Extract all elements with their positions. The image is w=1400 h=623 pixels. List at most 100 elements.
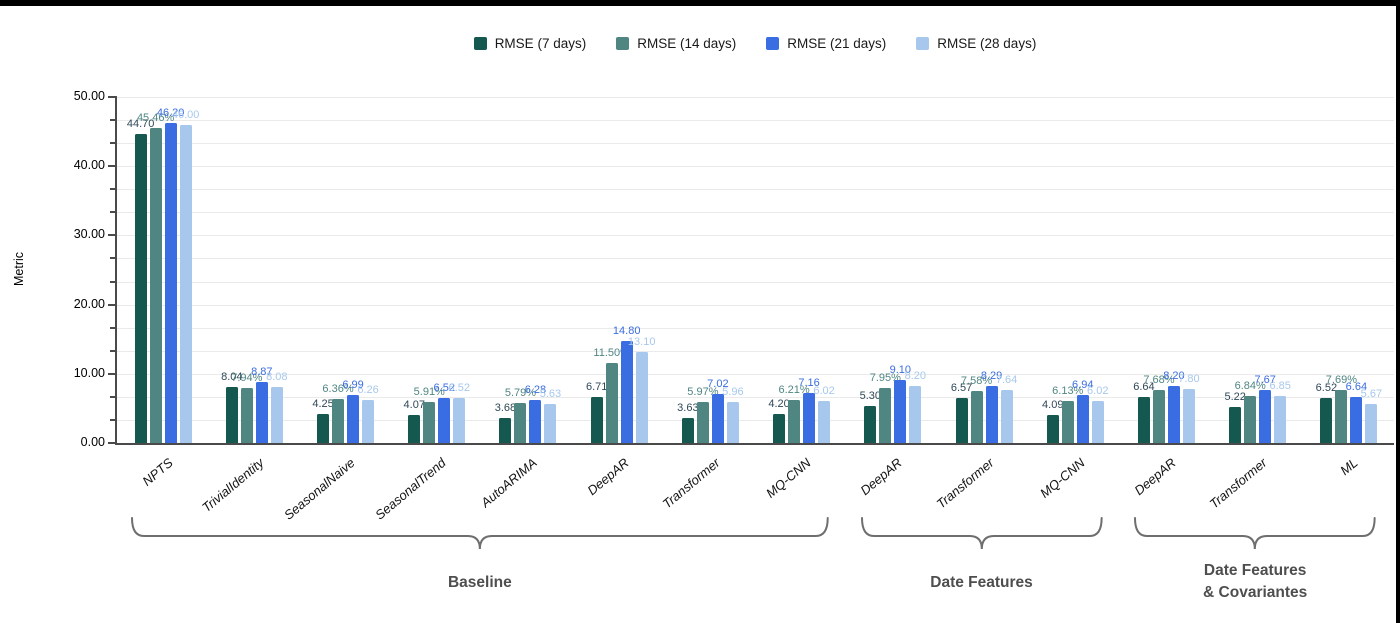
y-axis-tick-label: 20.00 — [73, 296, 105, 311]
group-brace — [1134, 517, 1376, 550]
bar-value-label: 7.94% — [231, 372, 263, 385]
bar — [1091, 401, 1104, 443]
bar — [1229, 406, 1242, 443]
gridline — [117, 304, 1394, 306]
bar-value-label: 9.10 — [889, 364, 912, 377]
bar — [1076, 394, 1089, 443]
bar — [1335, 389, 1348, 443]
bar — [985, 385, 998, 443]
bar — [1259, 389, 1272, 443]
legend-label: RMSE (28 days) — [937, 36, 1037, 51]
bar-value-label: 6.52 — [433, 381, 455, 394]
bar-value-label: 3.68 — [494, 401, 517, 414]
bar — [1244, 395, 1257, 443]
bar — [1320, 397, 1333, 443]
bar — [1350, 397, 1363, 443]
bar-value-label: 7.58% — [960, 374, 993, 387]
bar-value-label: 8.20 — [904, 370, 927, 383]
bar-value-label: 5.79% — [504, 386, 537, 399]
gridline — [117, 166, 1394, 168]
y-axis-title: Metric — [12, 251, 27, 287]
bar — [1046, 414, 1059, 443]
bar-value-label: 5.96 — [722, 385, 744, 398]
bar-value-label: 5.30 — [859, 390, 882, 403]
gridline — [117, 327, 1394, 329]
y-axis-tick — [110, 188, 117, 191]
y-axis-tick — [110, 257, 117, 260]
bar-value-label: 44.70 — [126, 117, 155, 130]
bar — [970, 390, 983, 443]
bar-value-label: 6.57 — [950, 381, 973, 394]
bar — [1061, 400, 1074, 443]
bar — [1182, 389, 1195, 443]
y-axis-tick — [110, 418, 117, 421]
bar-value-label: 45.46% — [136, 112, 175, 125]
y-axis-tick — [110, 326, 117, 329]
bar — [803, 393, 816, 443]
bar-value-label: 4.25 — [312, 397, 334, 410]
bar-value-label: 7.69% — [1325, 373, 1357, 386]
bar-value-label: 5.63 — [539, 388, 562, 401]
bar-value-label: 14.80 — [612, 324, 641, 337]
group-label: Date Features — [930, 574, 1033, 591]
gridline — [117, 235, 1394, 237]
bar-value-label: 6.36% — [322, 383, 354, 395]
bar — [499, 417, 512, 443]
bar — [317, 413, 330, 443]
bar-value-label: 46.00 — [171, 108, 200, 121]
y-axis-tick-label: 10.00 — [73, 365, 105, 380]
bar-value-label: 8.29 — [980, 369, 1003, 382]
y-axis-tick-label: 50.00 — [73, 89, 105, 103]
bar-value-label: 6.28 — [524, 383, 547, 396]
bar-value-label: 4.09 — [1042, 398, 1064, 411]
bar — [955, 397, 968, 443]
bar — [347, 394, 360, 443]
bar — [909, 386, 922, 443]
bar-value-label: 6.26 — [357, 383, 379, 396]
bar-value-label: 6.85 — [1269, 379, 1291, 392]
bar-value-label: 7.80 — [1178, 373, 1200, 386]
bar-value-label: 3.63 — [677, 401, 699, 414]
y-axis-tick — [110, 211, 117, 214]
legend-item: RMSE (28 days) — [916, 36, 1036, 51]
gridline — [117, 350, 1394, 352]
bar-value-label: 6.64 — [1345, 381, 1368, 394]
bar-value-label: 6.71 — [585, 380, 608, 393]
y-axis-tick — [108, 303, 117, 306]
bar-value-label: 7.02 — [707, 378, 729, 391]
bar — [726, 401, 739, 443]
y-axis-tick — [108, 96, 117, 98]
group-label: Baseline — [447, 574, 512, 591]
bar-value-label: 8.87 — [251, 365, 273, 378]
gridline — [117, 258, 1394, 260]
gridline — [117, 281, 1394, 283]
bar — [149, 128, 162, 443]
bar — [1000, 390, 1013, 443]
bar-value-label: 7.16 — [798, 377, 820, 390]
legend-swatch — [766, 37, 780, 50]
bar — [544, 404, 557, 443]
bar-value-label: 8.04 — [221, 371, 243, 384]
group-brace — [860, 517, 1103, 550]
bar — [864, 406, 877, 443]
bar — [453, 397, 466, 443]
bar-value-label: 6.13% — [1052, 384, 1084, 397]
gridline — [117, 212, 1394, 214]
bar — [270, 387, 283, 443]
bar — [773, 413, 786, 443]
bar — [332, 399, 345, 443]
bar — [179, 124, 192, 443]
legend-swatch — [473, 37, 487, 50]
bar — [605, 363, 618, 443]
gridline — [117, 373, 1394, 375]
legend-swatch — [916, 37, 930, 50]
legend-label: RMSE (7 days) — [494, 36, 587, 51]
gridline — [117, 419, 1394, 421]
bar-value-label: 7.68% — [1143, 373, 1175, 386]
bar — [529, 399, 542, 443]
y-axis-tick — [110, 280, 117, 283]
y-axis-tick — [108, 442, 117, 444]
bar — [362, 399, 375, 443]
y-axis-tick — [110, 119, 117, 122]
bar-value-label: 8.20 — [1163, 370, 1185, 383]
